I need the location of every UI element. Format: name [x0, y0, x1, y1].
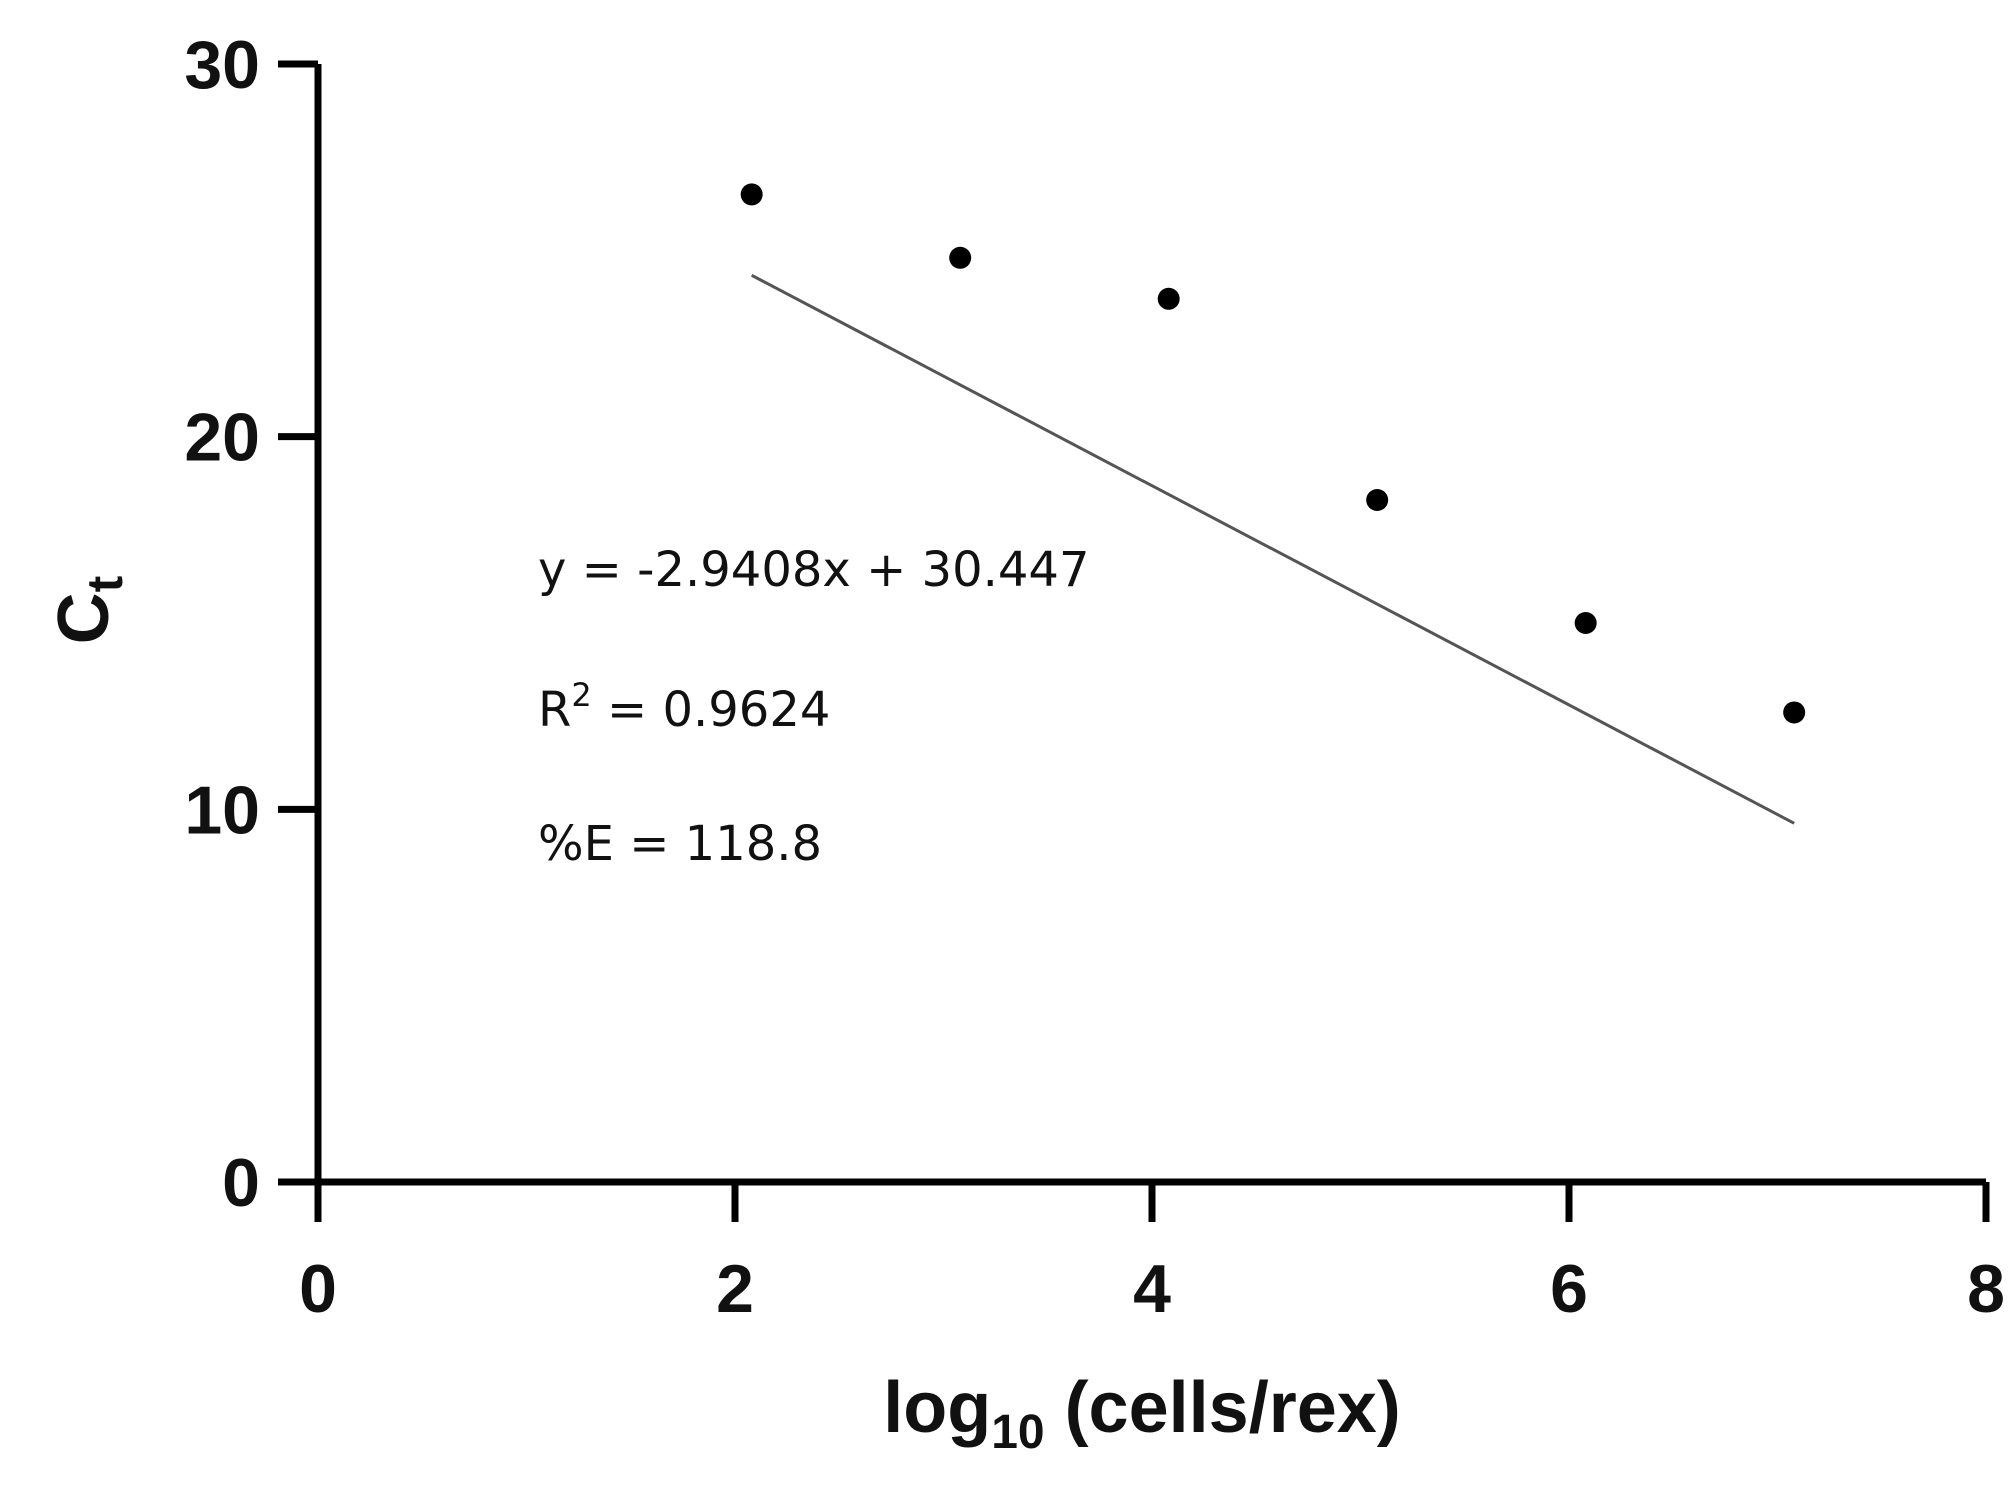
r-squared-annotation: R2 = 0.9624 [538, 676, 830, 738]
data-points [740, 183, 1806, 724]
x-tick-label: 4 [1133, 1251, 1171, 1327]
y-tick-label: 10 [184, 772, 260, 848]
x-axis-title-main: log [883, 1368, 991, 1448]
y-axis-title: Ct [44, 575, 133, 644]
ticks: 0 2 4 6 8 0 10 20 30 [184, 27, 2005, 1327]
fit-line-group [750, 273, 1795, 825]
data-point [1783, 701, 1806, 724]
x-axis-title-sub: 10 [991, 1406, 1044, 1459]
r-squared-prefix: R [538, 682, 571, 738]
x-tick-label: 0 [299, 1251, 337, 1327]
regression-equation: y = -2.9408x + 30.447 [538, 542, 1090, 598]
r-squared-rest: = 0.9624 [592, 682, 831, 738]
data-point [1574, 612, 1597, 634]
r-squared-sup: 2 [571, 676, 591, 714]
data-point [1366, 489, 1389, 512]
x-tick-label: 6 [1550, 1251, 1588, 1327]
data-point [949, 246, 972, 269]
data-point [1157, 287, 1180, 310]
y-axis-title-main: C [44, 592, 124, 644]
x-tick-label: 8 [1967, 1251, 2005, 1327]
efficiency-annotation: %E = 118.8 [538, 816, 822, 872]
y-tick-label: 20 [184, 400, 260, 476]
axes [314, 64, 1986, 1186]
x-axis-title: log10 (cells/rex) [883, 1368, 1401, 1459]
data-point [740, 183, 763, 206]
regression-line [750, 273, 1795, 825]
y-tick-label: 0 [222, 1145, 260, 1221]
y-axis-title-sub: t [77, 575, 133, 592]
y-tick-label: 30 [184, 27, 260, 103]
x-axis-title-rest: (cells/rex) [1045, 1368, 1401, 1448]
x-tick-label: 2 [716, 1251, 754, 1327]
